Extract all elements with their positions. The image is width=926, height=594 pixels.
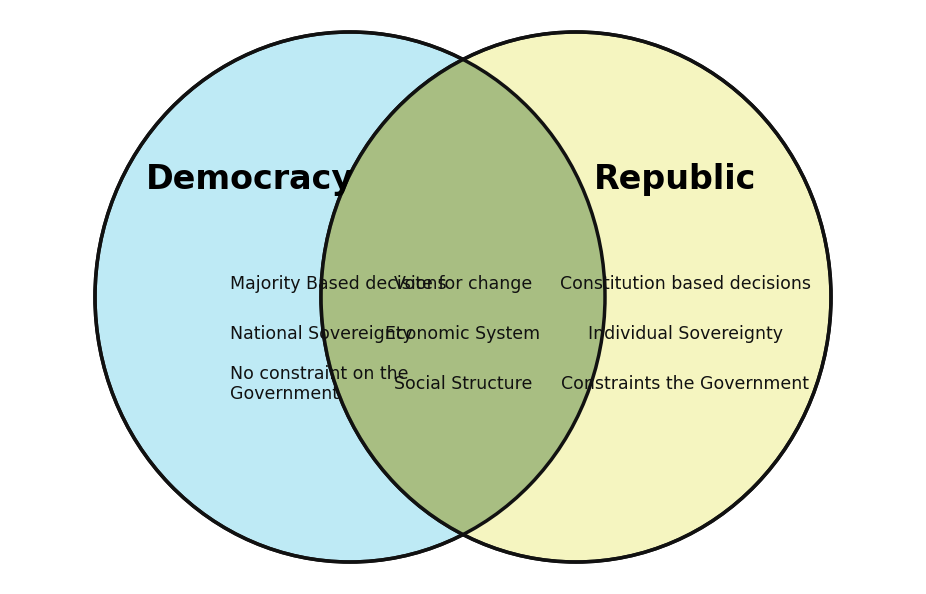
Text: Constraints the Government: Constraints the Government	[561, 375, 809, 393]
Text: Vote for change: Vote for change	[394, 275, 532, 293]
Text: Republic: Republic	[594, 163, 757, 195]
Ellipse shape	[321, 32, 831, 562]
Text: Individual Sovereignty: Individual Sovereignty	[587, 325, 782, 343]
Ellipse shape	[95, 32, 605, 562]
Text: Majority Based decisions: Majority Based decisions	[230, 275, 446, 293]
Ellipse shape	[95, 32, 605, 562]
Text: National Sovereignty: National Sovereignty	[230, 325, 413, 343]
Text: Economic System: Economic System	[385, 325, 541, 343]
Text: Social Structure: Social Structure	[394, 375, 532, 393]
Text: Democracy: Democracy	[146, 163, 354, 195]
Text: Constitution based decisions: Constitution based decisions	[559, 275, 810, 293]
Text: No constraint on the
Government: No constraint on the Government	[230, 365, 408, 403]
